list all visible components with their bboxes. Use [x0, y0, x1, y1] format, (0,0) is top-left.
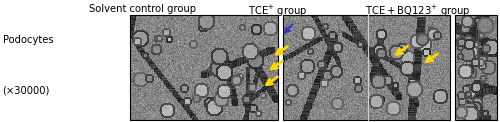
Bar — [130, 15, 278, 120]
Bar — [455, 15, 497, 120]
Text: Solvent control group: Solvent control group — [89, 4, 196, 14]
Text: Podocytes: Podocytes — [2, 35, 53, 45]
Text: (×30000): (×30000) — [2, 85, 50, 95]
Text: $\mathregular{TCE^{+}}$ group: $\mathregular{TCE^{+}}$ group — [248, 4, 308, 19]
Bar — [283, 15, 450, 120]
Text: $\mathregular{TCE+BQ123^{+}}$ group: $\mathregular{TCE+BQ123^{+}}$ group — [364, 4, 470, 19]
